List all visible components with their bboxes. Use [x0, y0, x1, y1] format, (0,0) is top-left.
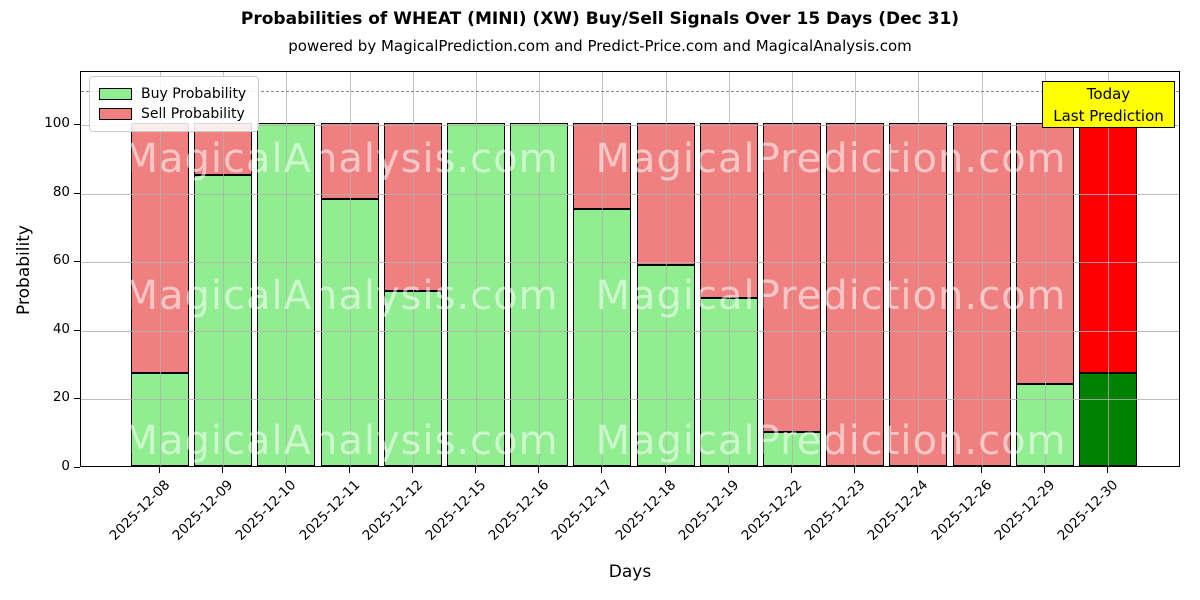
vertical-gridline — [981, 72, 983, 466]
y-tick-label: 40 — [52, 320, 70, 337]
today-annotation-line1: Today — [1086, 85, 1131, 103]
chart-title: Probabilities of WHEAT (MINI) (XW) Buy/S… — [240, 9, 960, 29]
y-tick-mark — [74, 398, 80, 400]
legend-label-buy: Buy Probability — [141, 86, 247, 102]
legend-item-buy: Buy Probability — [99, 84, 246, 104]
x-axis-label: Days — [608, 562, 652, 582]
legend: Buy Probability Sell Probability — [89, 76, 260, 132]
x-tick-mark — [917, 467, 919, 473]
sell-probability-swatch — [99, 108, 132, 120]
vertical-gridline — [1044, 72, 1046, 466]
chart-subtitle: powered by MagicalPrediction.com and Pre… — [288, 37, 912, 55]
horizontal-gridline — [81, 262, 1179, 264]
today-annotation-line2: Last Prediction — [1053, 107, 1164, 125]
x-tick-mark — [664, 467, 666, 473]
x-tick-mark — [1043, 467, 1045, 473]
x-tick-mark — [159, 467, 160, 473]
x-tick-mark — [727, 467, 729, 473]
x-tick-mark — [601, 467, 603, 473]
vertical-gridline — [1108, 72, 1109, 466]
vertical-gridline — [665, 72, 667, 466]
horizontal-gridline — [81, 399, 1179, 401]
legend-item-sell: Sell Probability — [99, 104, 246, 124]
vertical-gridline — [792, 72, 793, 466]
x-tick-mark — [854, 467, 856, 473]
horizontal-gridline — [81, 125, 1179, 127]
y-tick-mark — [74, 124, 80, 126]
y-tick-mark — [74, 192, 80, 194]
vertical-gridline — [286, 72, 288, 466]
y-tick-mark — [74, 329, 80, 331]
vertical-gridline — [855, 72, 857, 466]
legend-label-sell: Sell Probability — [141, 106, 245, 122]
vertical-gridline — [412, 72, 414, 466]
y-tick-mark — [74, 467, 80, 468]
x-tick-mark — [222, 467, 224, 473]
vertical-gridline — [539, 72, 541, 466]
vertical-gridline — [349, 72, 351, 466]
x-tick-mark — [348, 467, 350, 473]
vertical-gridline — [918, 72, 920, 466]
horizontal-gridline — [81, 330, 1179, 332]
vertical-gridline — [160, 72, 161, 466]
vertical-gridline — [223, 72, 225, 466]
buy-probability-swatch — [99, 88, 132, 100]
y-tick-label: 20 — [52, 389, 70, 406]
x-tick-mark — [791, 467, 792, 473]
y-tick-label: 60 — [52, 252, 70, 269]
y-tick-label: 80 — [52, 183, 70, 200]
horizontal-gridline — [81, 193, 1179, 195]
x-tick-mark — [1107, 467, 1108, 473]
y-tick-label: 100 — [44, 115, 70, 132]
y-tick-mark — [74, 261, 80, 263]
vertical-gridline — [728, 72, 730, 466]
y-tick-label: 0 — [61, 458, 70, 474]
vertical-gridline — [602, 72, 604, 466]
x-tick-mark — [980, 467, 982, 473]
x-tick-mark — [538, 467, 540, 473]
y-axis-label: Probability — [14, 225, 34, 315]
today-annotation-box: Today Last Prediction — [1042, 81, 1175, 128]
dashed-reference-line — [81, 90, 1179, 92]
x-tick-mark — [411, 467, 413, 473]
x-tick-mark — [285, 467, 287, 473]
x-tick-mark — [475, 467, 476, 473]
vertical-gridline — [476, 72, 477, 466]
plot-area: Buy Probability Sell Probability Today L… — [80, 71, 1180, 467]
